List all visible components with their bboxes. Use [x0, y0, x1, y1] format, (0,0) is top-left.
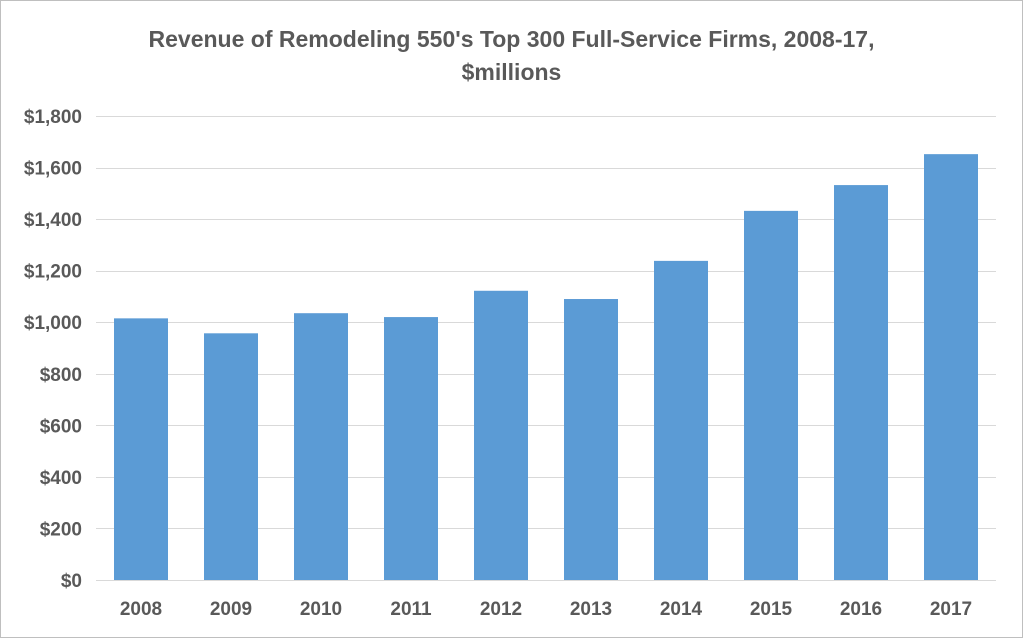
bar-2013 — [564, 299, 618, 580]
x-tick-label: 2015 — [750, 599, 793, 620]
x-tick-label: 2009 — [210, 599, 252, 620]
x-tick-label: 2016 — [840, 599, 882, 620]
x-tick-label: 2014 — [660, 599, 703, 620]
y-tick-label: $0 — [61, 571, 82, 592]
bar-2012 — [474, 290, 528, 580]
bar-2016 — [834, 185, 888, 580]
y-tick-label: $1,200 — [24, 262, 82, 283]
y-tick-label: $1,400 — [24, 210, 82, 231]
y-tick-label: $600 — [40, 416, 82, 437]
x-tick-label: 2010 — [300, 599, 342, 620]
bar-2015 — [744, 210, 798, 580]
chart-title-line-1: Revenue of Remodeling 550's Top 300 Full… — [148, 26, 875, 52]
y-tick-label: $200 — [40, 519, 82, 540]
y-tick-label: $1,600 — [24, 159, 82, 180]
x-tick-label: 2017 — [930, 599, 972, 620]
bar-2017 — [924, 154, 978, 580]
x-tick-label: 2013 — [570, 599, 612, 620]
bar-2008 — [114, 318, 168, 580]
chart-title-line-2: $millions — [461, 59, 562, 85]
bars — [114, 154, 978, 580]
y-tick-label: $1,800 — [24, 107, 82, 128]
x-tick-label: 2011 — [390, 599, 432, 620]
bar-2009 — [204, 333, 258, 580]
bar-2010 — [294, 313, 348, 580]
x-tick-label: 2012 — [480, 599, 522, 620]
x-axis-tick-labels: 2008 2009 2010 2011 2012 2013 2014 2015 2016 2017 — [120, 599, 972, 620]
bar-2014 — [654, 260, 708, 580]
y-tick-label: $400 — [40, 468, 82, 489]
y-tick-label: $800 — [40, 365, 82, 386]
bar-2011 — [384, 317, 438, 580]
chart-title: Revenue of Remodeling 550's Top 300 Full… — [1, 23, 1022, 89]
y-axis-tick-labels: $0 $200 $400 $600 $800 $1,000 $1,200 $1,400 $1,6… — [24, 107, 82, 592]
y-tick-label: $1,000 — [24, 313, 82, 334]
x-tick-label: 2008 — [120, 599, 162, 620]
